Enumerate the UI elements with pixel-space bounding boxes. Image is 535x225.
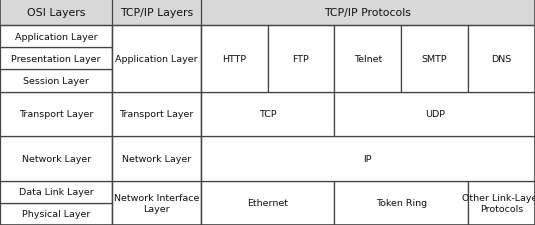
Bar (201, 181, 334, 225)
Bar (112, 137, 201, 181)
Text: Application Layer: Application Layer (15, 32, 97, 41)
Text: Session Layer: Session Layer (23, 77, 89, 86)
Text: Other Link-Layer
Protocols: Other Link-Layer Protocols (462, 193, 535, 213)
Text: Presentation Layer: Presentation Layer (11, 55, 101, 63)
Bar (0, 181, 112, 203)
Bar (201, 26, 268, 92)
Text: UDP: UDP (425, 110, 445, 119)
Bar (201, 137, 535, 181)
Text: HTTP: HTTP (222, 55, 246, 63)
Bar (0, 26, 535, 225)
Text: SMTP: SMTP (422, 55, 447, 63)
Text: Network Layer: Network Layer (122, 154, 191, 163)
Bar (112, 26, 201, 92)
Text: OSI Layers: OSI Layers (27, 8, 86, 18)
Bar (0, 48, 112, 70)
Text: Network Interface
Layer: Network Interface Layer (114, 193, 199, 213)
Text: TCP: TCP (259, 110, 276, 119)
Text: TCP/IP Layers: TCP/IP Layers (120, 8, 193, 18)
Text: TCP/IP Protocols: TCP/IP Protocols (324, 8, 411, 18)
Bar (334, 181, 468, 225)
Bar (112, 181, 201, 225)
Bar (0, 203, 112, 225)
Text: IP: IP (364, 154, 372, 163)
Bar (401, 26, 468, 92)
Bar (201, 92, 334, 137)
Bar (334, 92, 535, 137)
Text: Application Layer: Application Layer (115, 55, 198, 63)
Bar (268, 26, 334, 92)
Bar (0, 137, 112, 181)
Text: Ethernet: Ethernet (247, 198, 288, 207)
Bar (112, 92, 201, 137)
Text: FTP: FTP (293, 55, 309, 63)
Bar (0, 26, 112, 48)
Bar (468, 181, 535, 225)
Bar (0, 92, 112, 137)
Text: Transport Layer: Transport Layer (19, 110, 94, 119)
Text: Token Ring: Token Ring (376, 198, 427, 207)
Bar (468, 26, 535, 92)
Text: Data Link Layer: Data Link Layer (19, 187, 94, 196)
Text: Physical Layer: Physical Layer (22, 209, 90, 218)
Bar (0, 70, 112, 92)
Text: DNS: DNS (492, 55, 511, 63)
Bar (334, 26, 401, 92)
Text: Telnet: Telnet (354, 55, 382, 63)
Text: Transport Layer: Transport Layer (119, 110, 194, 119)
Text: Network Layer: Network Layer (21, 154, 91, 163)
